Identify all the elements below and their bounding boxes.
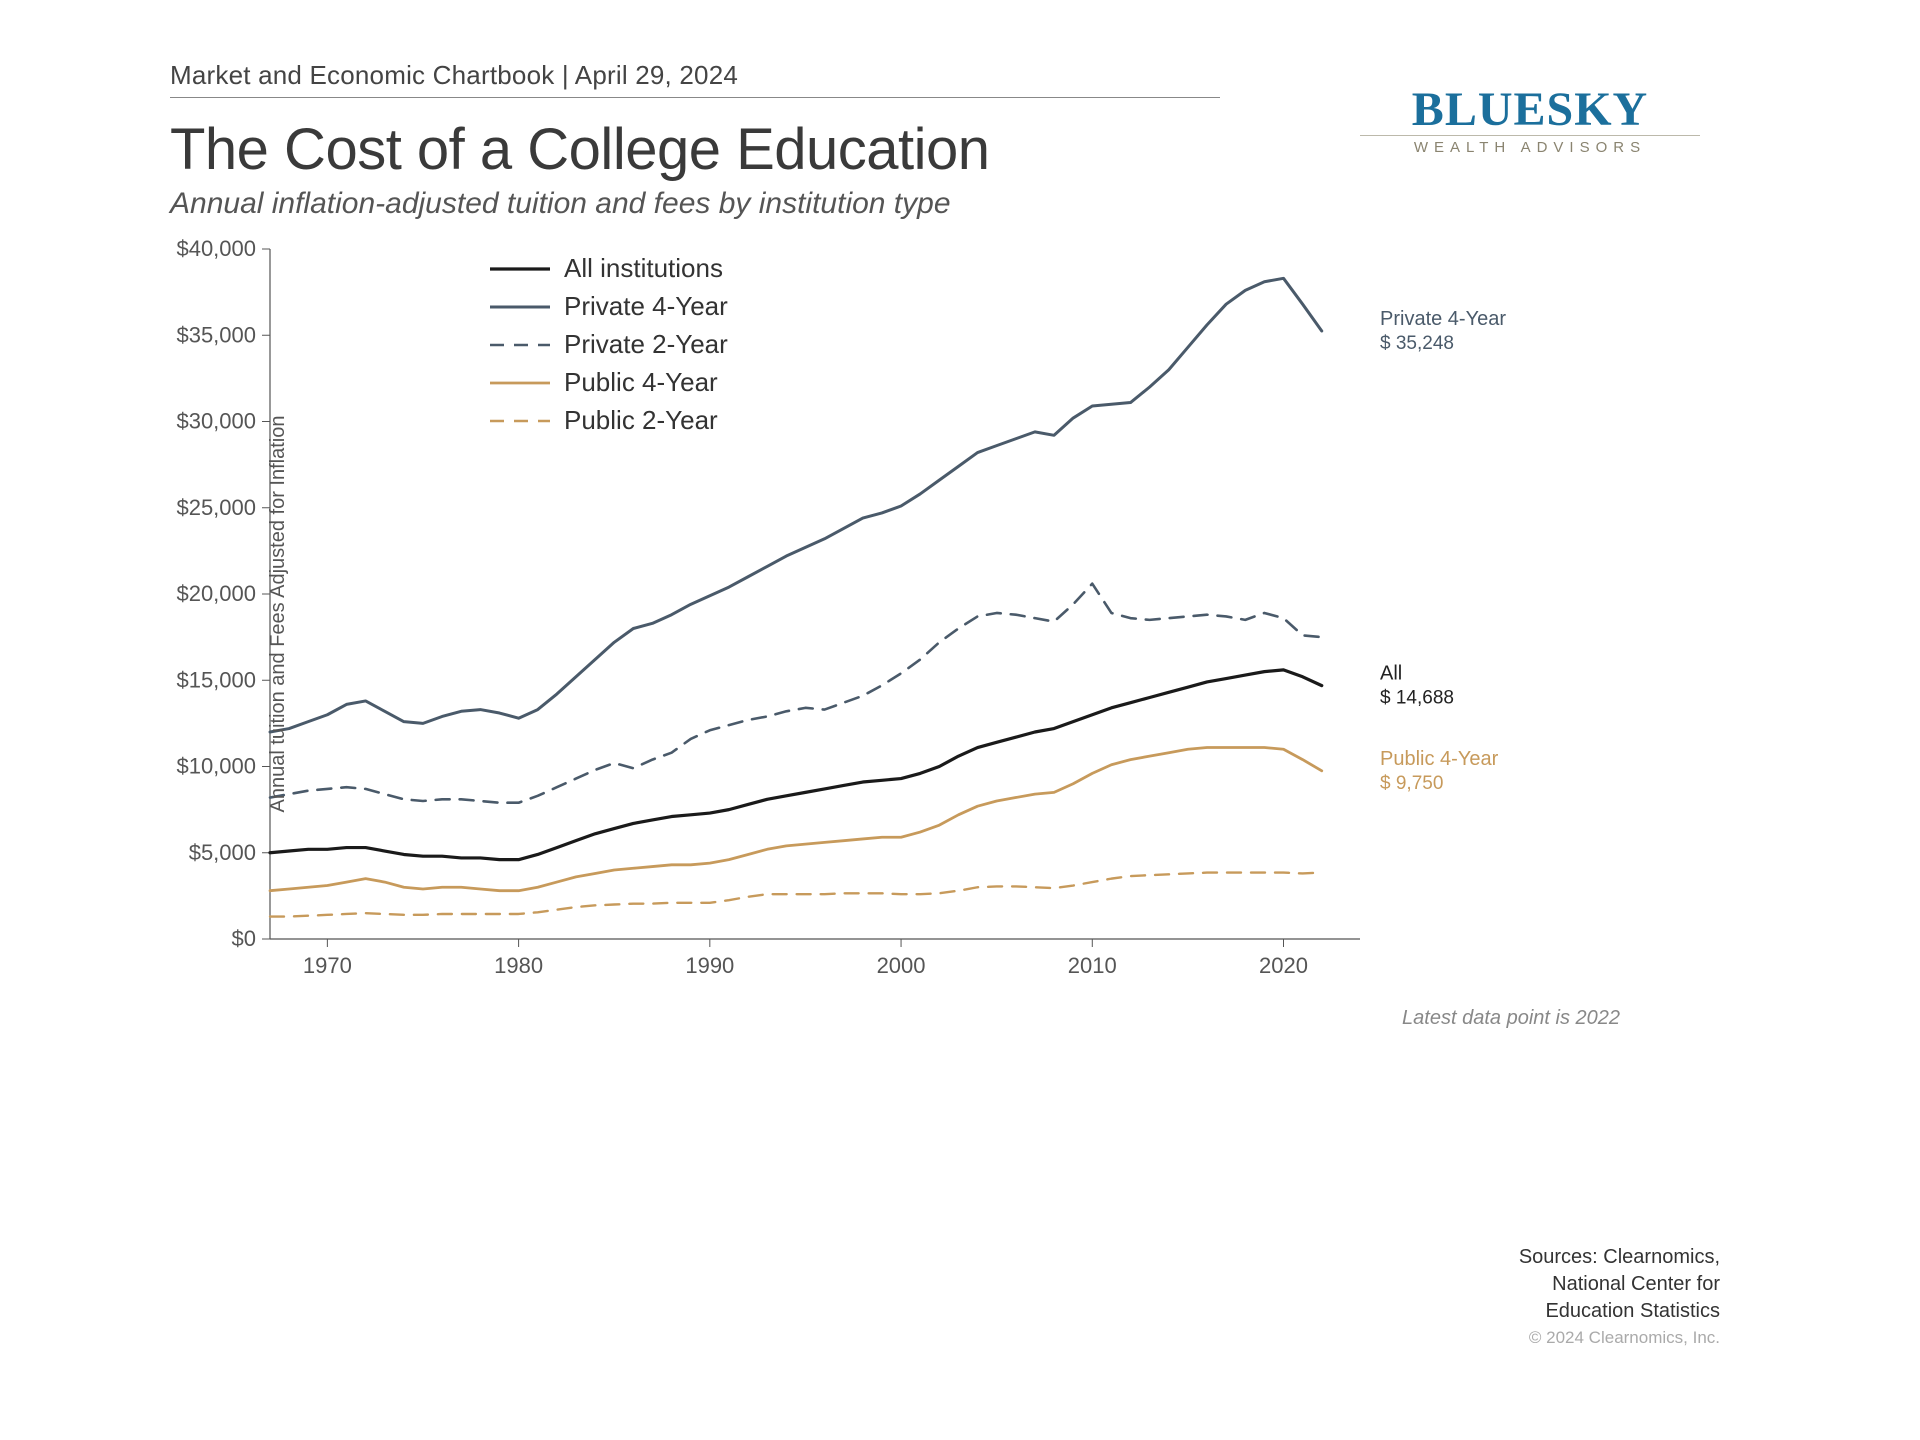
- source-line: National Center for: [1519, 1271, 1720, 1298]
- y-tick-label: $30,000: [176, 409, 256, 434]
- legend-label: Private 2-Year: [564, 329, 728, 359]
- chart-container: Annual tuition and Fees Adjusted for Inf…: [170, 239, 1830, 989]
- copyright: © 2024 Clearnomics, Inc.: [1519, 1327, 1720, 1350]
- chart-subtitle: Annual inflation-adjusted tuition and fe…: [170, 187, 1830, 221]
- sources-block: Sources: Clearnomics, National Center fo…: [1519, 1244, 1720, 1350]
- line-chart: $0 $5,000 $10,000 $15,000 $20,000 $25,000 $30,…: [170, 239, 1520, 989]
- y-tick-label: $15,000: [176, 667, 256, 692]
- x-tick-label: 2010: [1068, 953, 1117, 978]
- y-tick-label: $35,000: [176, 322, 256, 347]
- chart-footnote: Latest data point is 2022: [170, 1007, 1620, 1030]
- x-tick-label: 1970: [303, 953, 352, 978]
- y-tick-label: $25,000: [176, 495, 256, 520]
- end-label-value: $ 35,248: [1380, 333, 1454, 354]
- end-label-name: Public 4-Year: [1380, 748, 1499, 770]
- logo-text: BLUESKY: [1412, 83, 1648, 136]
- y-tick-label: $0: [232, 926, 256, 951]
- brand-logo: BLUESKY WEALTH ADVISORS: [1360, 82, 1700, 156]
- x-tick-label: 1990: [685, 953, 734, 978]
- series-public2: [270, 873, 1322, 917]
- end-label-name: All: [1380, 663, 1402, 685]
- page: Market and Economic Chartbook | April 29…: [0, 0, 1920, 1440]
- source-line: Sources: Clearnomics,: [1519, 1244, 1720, 1271]
- legend-label: Public 4-Year: [564, 367, 718, 397]
- series-private4: [270, 278, 1322, 732]
- header-line: Market and Economic Chartbook | April 29…: [170, 60, 1220, 98]
- x-tick-label: 1980: [494, 953, 543, 978]
- end-label-value: $ 14,688: [1380, 688, 1454, 709]
- logo-sub: WEALTH ADVISORS: [1360, 135, 1700, 156]
- series-all: [270, 670, 1322, 860]
- y-tick-label: $20,000: [176, 581, 256, 606]
- y-tick-label: $10,000: [176, 754, 256, 779]
- y-tick-label: $5,000: [189, 840, 256, 865]
- y-axis-label: Annual tuition and Fees Adjusted for Inf…: [267, 416, 290, 813]
- x-tick-label: 2020: [1259, 953, 1308, 978]
- end-label-value: $ 9,750: [1380, 773, 1443, 794]
- series-public4: [270, 748, 1322, 891]
- legend-label: Public 2-Year: [564, 405, 718, 435]
- y-tick-label: $40,000: [176, 239, 256, 261]
- legend-label: All institutions: [564, 253, 723, 283]
- logo-main: BLUESKY: [1360, 82, 1700, 137]
- end-label-name: Private 4-Year: [1380, 308, 1506, 330]
- source-line: Education Statistics: [1519, 1298, 1720, 1325]
- legend-label: Private 4-Year: [564, 291, 728, 321]
- x-tick-label: 2000: [877, 953, 926, 978]
